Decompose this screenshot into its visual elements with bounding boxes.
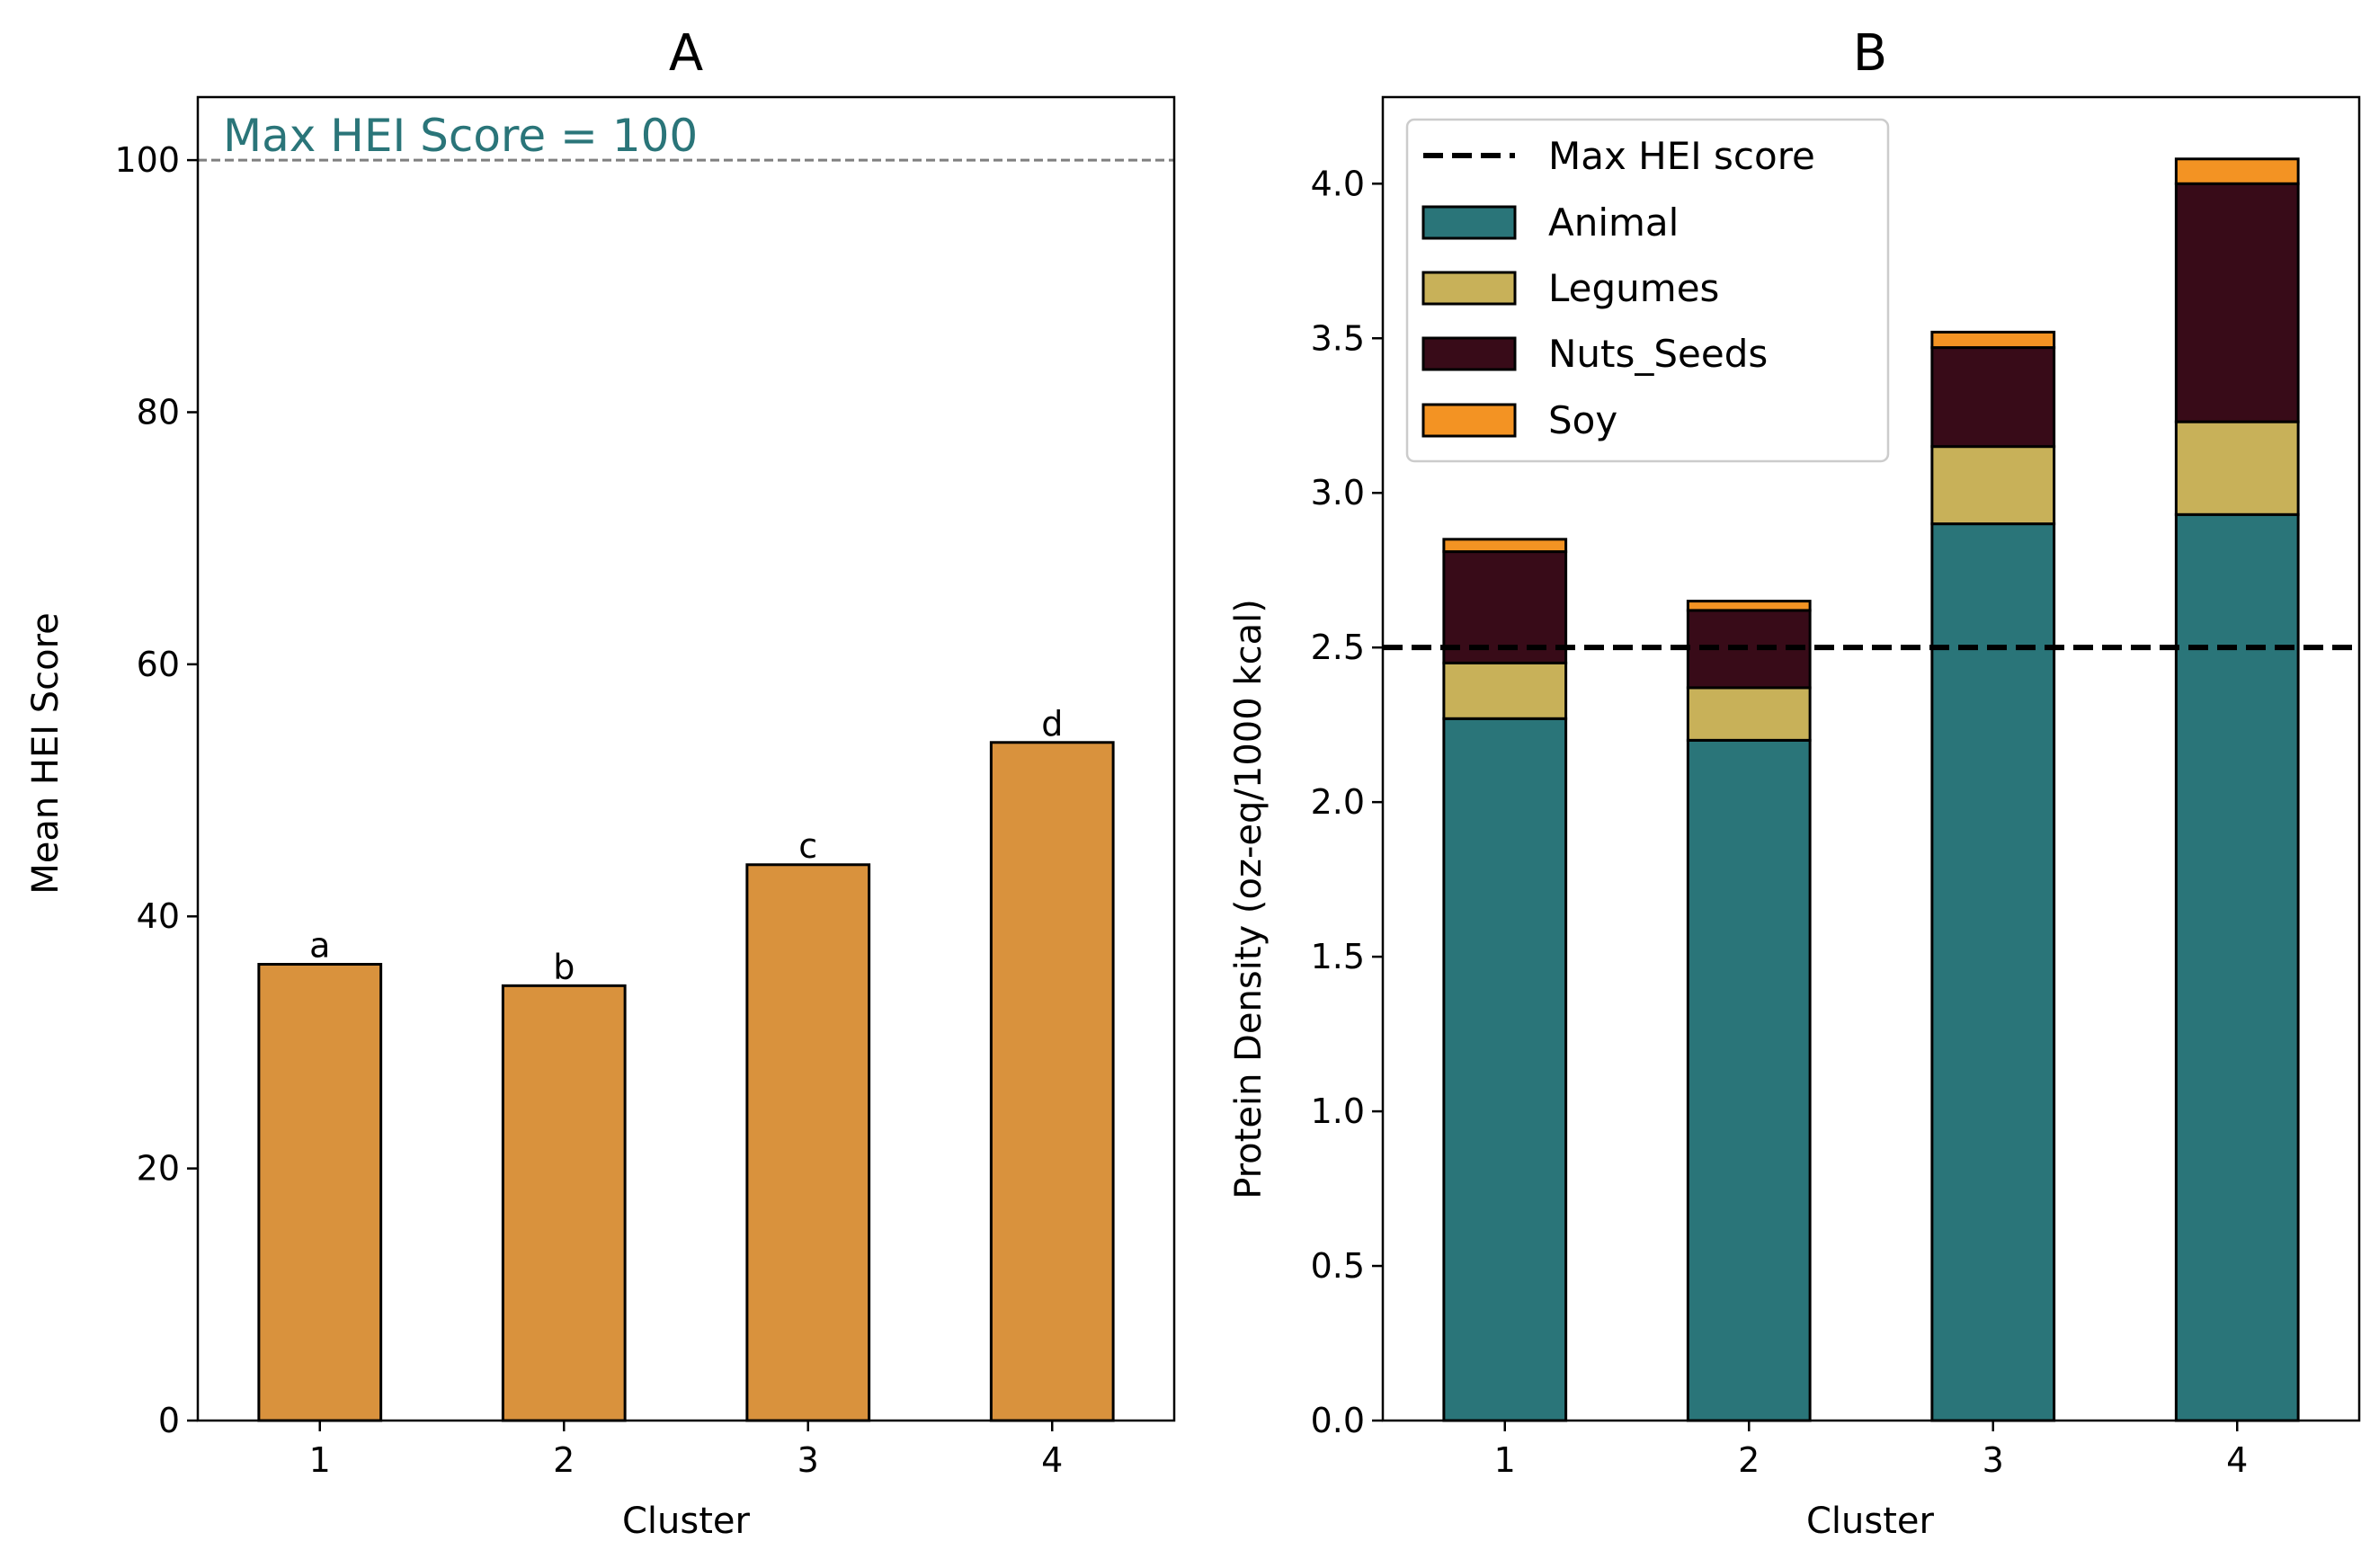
- x-tick-label: 1: [309, 1440, 331, 1480]
- plot-frame: [196, 95, 1176, 1422]
- panel-a: A a b c d 0 20 40 60 80 100 1 2 3 4 Cluster Mean HEI …: [25, 24, 1176, 1542]
- panel-a-ylabel: Mean HEI Score: [25, 612, 67, 895]
- x-tick-label: 2: [553, 1440, 575, 1480]
- bar-soy-cluster-2: [1686, 600, 1812, 612]
- bar-label-b: b: [553, 947, 575, 986]
- legend-box: [1405, 118, 1890, 463]
- legend-label: Soy: [1548, 398, 1617, 442]
- bar-soy-cluster-1: [1442, 538, 1568, 554]
- x-tick-label: 4: [1041, 1440, 1063, 1480]
- y-tick-label: 60: [137, 645, 180, 684]
- legend-label: Max HEI score: [1548, 134, 1815, 178]
- bar-nuts-seeds-cluster-4: [2174, 182, 2300, 423]
- panel-b-ylabel: Protein Density (oz-eq/1000 kcal): [1228, 599, 1270, 1199]
- x-tick-label: 4: [2226, 1440, 2248, 1480]
- x-tick-label: 2: [1738, 1440, 1760, 1480]
- x-tick-label: 3: [797, 1440, 819, 1480]
- x-tick-label: 1: [1494, 1440, 1516, 1480]
- panel-b-xlabel: Cluster: [1806, 1501, 1935, 1542]
- bar-soy-cluster-3: [1930, 330, 2056, 350]
- legend-swatch-legumes: [1421, 271, 1517, 306]
- legend: Max HEI score Animal Legumes Nuts_Seeds Soy: [1405, 118, 1890, 463]
- y-tick-label: 2.0: [1311, 782, 1365, 822]
- y-tick-label: 0.0: [1311, 1401, 1365, 1440]
- panel-b-title: B: [1853, 24, 1887, 83]
- plot-frame: [1381, 95, 2361, 1422]
- bar-label-c: c: [798, 826, 817, 866]
- bar-soy-cluster-4: [2174, 157, 2300, 185]
- panel-a-title: A: [669, 24, 703, 83]
- panel-b: B 0.0 0.5 1.0 1.5 2.0 2.5 3.0 3.5 4.0 1 2 3 4 Cluste…: [1228, 24, 2361, 1542]
- max-hei-annotation: Max HEI Score = 100: [223, 110, 698, 162]
- bar-legumes-cluster-2: [1686, 686, 1812, 742]
- legend-label: Legumes: [1548, 266, 1719, 310]
- bar-animal-cluster-2: [1686, 738, 1812, 1422]
- y-tick-label: 4.0: [1311, 164, 1365, 203]
- bar-nuts-seeds-cluster-3: [1930, 346, 2056, 449]
- bar-cluster-2: [501, 984, 627, 1422]
- legend-label: Nuts_Seeds: [1548, 332, 1768, 376]
- bar-legumes-cluster-1: [1442, 661, 1568, 720]
- y-tick-label: 1.0: [1311, 1091, 1365, 1131]
- bar-cluster-1: [257, 963, 383, 1422]
- y-tick-label: 40: [137, 896, 180, 936]
- y-tick-label: 2.5: [1311, 628, 1365, 667]
- bar-animal-cluster-3: [1930, 522, 2056, 1422]
- bar-label-d: d: [1041, 704, 1063, 744]
- y-tick-label: 100: [114, 140, 180, 180]
- bar-cluster-3: [745, 863, 871, 1422]
- bar-label-a: a: [309, 926, 330, 966]
- legend-swatch-nuts-seeds: [1421, 336, 1517, 371]
- y-tick-label: 80: [137, 392, 180, 432]
- bar-animal-cluster-1: [1442, 717, 1568, 1422]
- y-tick-label: 20: [137, 1149, 180, 1189]
- y-tick-label: 3.0: [1311, 473, 1365, 512]
- panel-a-plot: a b c d 0 20 40 60 80 100 1 2 3 4: [114, 95, 1176, 1480]
- y-tick-label: 3.5: [1311, 318, 1365, 358]
- bar-cluster-4: [989, 741, 1115, 1422]
- bar-animal-cluster-4: [2174, 512, 2300, 1422]
- panel-a-xlabel: Cluster: [622, 1501, 751, 1542]
- legend-swatch-animal: [1421, 205, 1517, 240]
- bar-legumes-cluster-4: [2174, 420, 2300, 516]
- bar-legumes-cluster-3: [1930, 445, 2056, 526]
- x-tick-label: 3: [1982, 1440, 2004, 1480]
- y-tick-label: 1.5: [1311, 937, 1365, 976]
- y-tick-label: 0: [158, 1401, 180, 1440]
- panel-b-plot: 0.0 0.5 1.0 1.5 2.0 2.5 3.0 3.5 4.0 1 2 3 4: [1311, 95, 2361, 1480]
- legend-swatch-soy: [1421, 403, 1517, 438]
- legend-label: Animal: [1548, 200, 1679, 245]
- y-tick-label: 0.5: [1311, 1246, 1365, 1286]
